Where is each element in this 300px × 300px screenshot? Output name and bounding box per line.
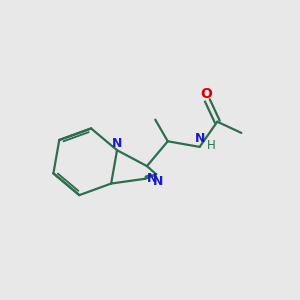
Text: N: N <box>194 132 205 145</box>
Text: N: N <box>112 137 122 150</box>
Text: H: H <box>206 139 215 152</box>
Text: N: N <box>152 175 163 188</box>
Text: O: O <box>200 87 212 101</box>
Text: N: N <box>147 172 157 185</box>
